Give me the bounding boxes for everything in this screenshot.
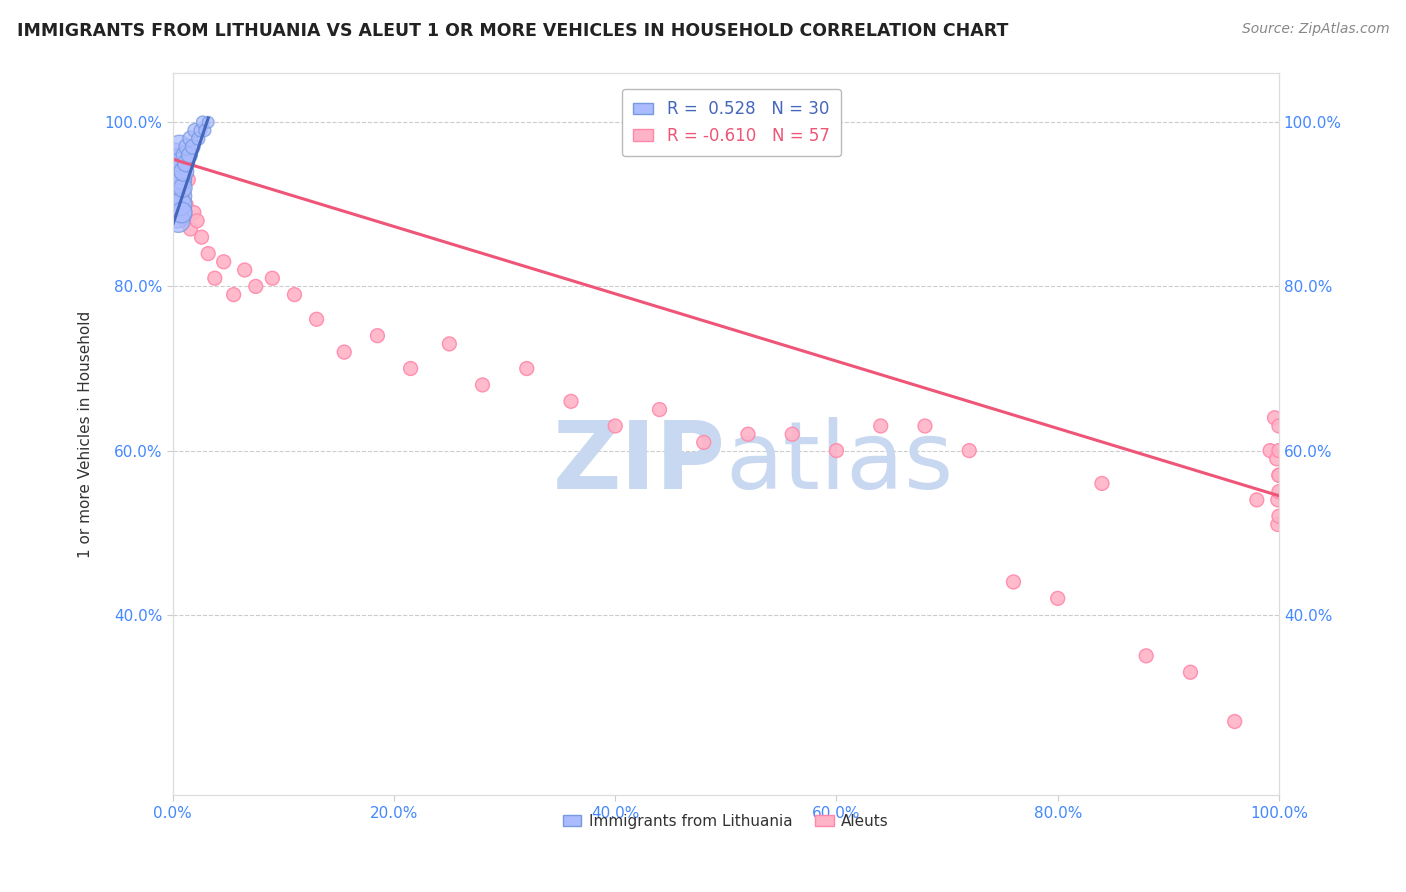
- Point: [471, 378, 494, 392]
- Point: [366, 328, 388, 343]
- Point: [693, 435, 716, 450]
- Point: [191, 115, 214, 129]
- Text: atlas: atlas: [725, 417, 955, 509]
- Point: [1091, 476, 1114, 491]
- Point: [174, 148, 197, 162]
- Point: [1246, 492, 1268, 507]
- Point: [190, 230, 212, 244]
- Point: [399, 361, 422, 376]
- Point: [1268, 419, 1291, 434]
- Point: [179, 148, 201, 162]
- Text: IMMIGRANTS FROM LITHUANIA VS ALEUT 1 OR MORE VEHICLES IN HOUSEHOLD CORRELATION C: IMMIGRANTS FROM LITHUANIA VS ALEUT 1 OR …: [17, 22, 1008, 40]
- Point: [305, 312, 328, 326]
- Point: [166, 164, 188, 178]
- Point: [174, 197, 197, 211]
- Point: [186, 213, 208, 227]
- Point: [1268, 468, 1291, 483]
- Text: ZIP: ZIP: [553, 417, 725, 509]
- Point: [914, 419, 936, 434]
- Point: [166, 148, 188, 162]
- Point: [170, 205, 193, 219]
- Point: [825, 443, 848, 458]
- Point: [194, 123, 217, 137]
- Point: [169, 156, 191, 170]
- Point: [560, 394, 582, 409]
- Point: [177, 172, 200, 186]
- Point: [181, 140, 204, 154]
- Point: [174, 213, 197, 227]
- Point: [516, 361, 538, 376]
- Point: [172, 181, 194, 195]
- Point: [222, 287, 245, 301]
- Point: [165, 205, 187, 219]
- Point: [1046, 591, 1069, 606]
- Point: [190, 123, 212, 137]
- Point: [169, 205, 191, 219]
- Point: [1135, 648, 1157, 663]
- Y-axis label: 1 or more Vehicles in Household: 1 or more Vehicles in Household: [79, 310, 93, 558]
- Point: [1268, 509, 1291, 524]
- Point: [169, 140, 191, 154]
- Point: [184, 123, 207, 137]
- Point: [1267, 517, 1289, 532]
- Point: [1265, 451, 1288, 466]
- Point: [173, 164, 195, 178]
- Point: [166, 197, 188, 211]
- Point: [1267, 492, 1289, 507]
- Point: [169, 189, 191, 203]
- Point: [167, 172, 190, 186]
- Point: [1002, 574, 1025, 589]
- Point: [1258, 443, 1281, 458]
- Point: [176, 140, 198, 154]
- Point: [1268, 484, 1291, 499]
- Point: [737, 427, 759, 442]
- Point: [1263, 410, 1285, 425]
- Point: [204, 271, 226, 285]
- Point: [197, 115, 219, 129]
- Point: [187, 131, 209, 145]
- Point: [957, 443, 980, 458]
- Point: [245, 279, 267, 293]
- Point: [262, 271, 284, 285]
- Point: [163, 172, 186, 186]
- Point: [170, 172, 193, 186]
- Text: Source: ZipAtlas.com: Source: ZipAtlas.com: [1241, 22, 1389, 37]
- Point: [170, 172, 193, 186]
- Point: [212, 254, 235, 268]
- Point: [1180, 665, 1202, 680]
- Point: [165, 156, 187, 170]
- Point: [439, 337, 461, 351]
- Point: [174, 156, 197, 170]
- Point: [283, 287, 305, 301]
- Point: [648, 402, 671, 417]
- Point: [605, 419, 627, 434]
- Point: [172, 189, 194, 203]
- Point: [169, 156, 191, 170]
- Point: [1223, 714, 1246, 729]
- Point: [167, 181, 190, 195]
- Point: [197, 246, 219, 260]
- Point: [169, 197, 191, 211]
- Point: [869, 419, 891, 434]
- Point: [163, 148, 186, 162]
- Point: [1268, 443, 1291, 458]
- Point: [179, 131, 201, 145]
- Point: [780, 427, 803, 442]
- Point: [163, 189, 186, 203]
- Point: [1268, 468, 1291, 483]
- Point: [179, 222, 201, 236]
- Point: [173, 164, 195, 178]
- Legend: Immigrants from Lithuania, Aleuts: Immigrants from Lithuania, Aleuts: [557, 807, 896, 835]
- Point: [183, 205, 205, 219]
- Point: [233, 263, 256, 277]
- Point: [333, 345, 356, 359]
- Point: [165, 181, 187, 195]
- Point: [167, 213, 190, 227]
